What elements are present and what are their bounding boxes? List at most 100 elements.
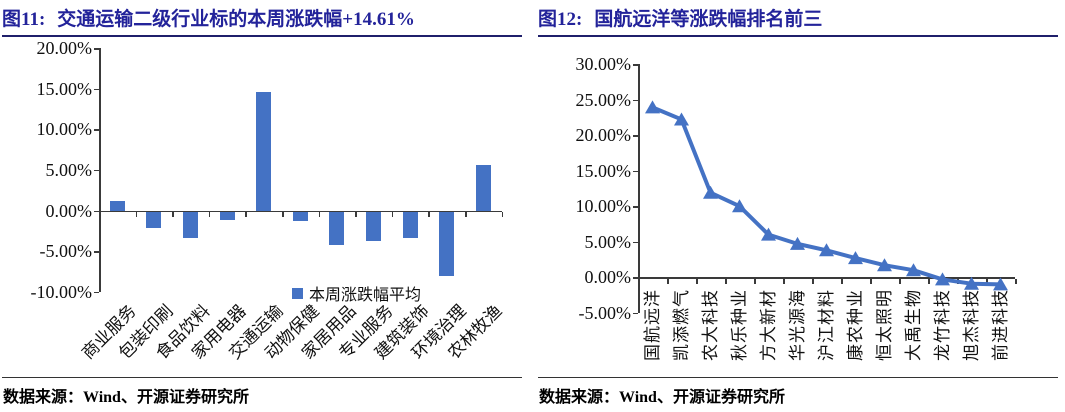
x-axis-tick bbox=[245, 212, 247, 218]
y-axis-tick-label: -5.00% bbox=[39, 241, 93, 262]
x-axis-tick bbox=[870, 278, 872, 284]
triangle-marker-康农种业: 康农种业 2.70% bbox=[848, 251, 863, 265]
y-axis-tick bbox=[633, 277, 638, 279]
y-axis-tick-label: 5.00% bbox=[45, 159, 93, 180]
source-divider bbox=[538, 377, 1058, 378]
x-axis-tick bbox=[725, 278, 727, 284]
y-axis-tick-label: 10.00% bbox=[575, 196, 632, 217]
data-source-left: 数据来源：Wind、开源证券研究所 bbox=[3, 389, 249, 406]
triangle-marker-恒太照明: 恒太照明 1.70% bbox=[877, 258, 892, 272]
x-axis-tick bbox=[667, 278, 669, 284]
x-axis-tick bbox=[282, 212, 284, 218]
triangle-marker-龙竹科技: 龙竹科技 -0.30% bbox=[935, 272, 950, 286]
title-divider bbox=[538, 35, 1058, 37]
legend-label: 本周涨跌幅平均 bbox=[309, 287, 422, 304]
bar-农林牧渔 bbox=[475, 165, 491, 211]
y-axis-tick-label: 5.00% bbox=[584, 231, 632, 252]
x-axis-tick bbox=[99, 212, 101, 218]
x-axis-tick bbox=[355, 212, 357, 218]
figure-12-number: 图12: bbox=[538, 9, 583, 30]
figure-12-title-text: 国航远洋等涨跌幅排名前三 bbox=[594, 9, 823, 30]
legend-swatch-icon bbox=[292, 287, 303, 299]
y-axis-tick-label: 15.00% bbox=[36, 78, 93, 99]
x-axis-tick bbox=[1015, 278, 1017, 284]
x-axis-tick bbox=[986, 278, 988, 284]
triangle-marker-方大新材: 方大新材 6.00% bbox=[761, 227, 776, 241]
chart-legend: 本周涨跌幅平均 bbox=[292, 281, 421, 305]
y-axis-tick bbox=[633, 206, 638, 208]
triangle-marker-国航远洋: 国航远洋 23.90% bbox=[645, 100, 660, 114]
y-axis-tick-label: 10.00% bbox=[36, 119, 93, 140]
y-axis-tick bbox=[633, 99, 638, 102]
y-axis-tick-label: 20.00% bbox=[36, 38, 93, 58]
x-axis-label: 大禹生物 bbox=[903, 289, 923, 361]
y-axis-tick-label: -10.00% bbox=[30, 281, 93, 302]
y-axis-tick bbox=[633, 170, 638, 173]
x-axis-label: 方大新材 bbox=[758, 289, 778, 361]
y-axis-tick bbox=[633, 64, 638, 66]
x-axis-tick bbox=[928, 278, 930, 284]
figure-11-title: 图11: 交通运输二级行业标的本周涨跌幅+14.61% bbox=[2, 0, 522, 33]
x-axis-tick bbox=[841, 278, 843, 284]
triangle-marker-旭杰科技: 旭杰科技 -0.90% bbox=[964, 276, 979, 290]
y-axis-tick bbox=[633, 312, 638, 315]
y-axis-tick-label: 15.00% bbox=[575, 160, 632, 181]
x-axis-tick bbox=[638, 278, 640, 284]
figure-11-title-text: 交通运输二级行业标的本周涨跌幅+14.61% bbox=[57, 9, 415, 30]
y-axis-tick-label: 25.00% bbox=[575, 89, 632, 110]
y-axis-tick-label: 20.00% bbox=[575, 125, 632, 146]
bar-家用电器 bbox=[219, 212, 235, 221]
triangle-marker-沪江材料: 沪江材料 3.80% bbox=[819, 243, 834, 257]
bar-环境治理 bbox=[439, 212, 455, 276]
figure-11-panel: 图11: 交通运输二级行业标的本周涨跌幅+14.61% 20.00% 15.00% 1… bbox=[2, 0, 522, 407]
y-axis-tick-label: -5.00% bbox=[578, 302, 632, 323]
title-divider bbox=[2, 35, 522, 37]
data-source-right: 数据来源：Wind、开源证券研究所 bbox=[539, 389, 785, 406]
x-axis-label: 龙竹科技 bbox=[932, 289, 952, 361]
triangle-marker-凯添燃气: 凯添燃气 22.20% bbox=[674, 112, 689, 126]
x-axis-tick bbox=[783, 278, 785, 284]
x-axis-tick bbox=[501, 212, 504, 218]
y-axis-tick bbox=[94, 210, 99, 213]
x-axis-tick bbox=[754, 278, 756, 284]
bar-食品饮料 bbox=[183, 212, 198, 239]
y-axis-line bbox=[99, 48, 101, 292]
x-axis-label: 前进科技 bbox=[990, 289, 1010, 361]
y-axis-tick bbox=[94, 129, 99, 131]
bar-包装印刷 bbox=[146, 212, 162, 229]
x-axis-label: 沪江材料 bbox=[816, 289, 836, 361]
x-axis-label: 国航远洋 bbox=[642, 289, 662, 361]
x-axis-label: 华光源海 bbox=[787, 289, 807, 361]
x-axis-label: 农大科技 bbox=[700, 289, 720, 361]
x-axis-line bbox=[638, 277, 1015, 279]
x-axis-tick bbox=[428, 212, 430, 218]
bar-家居用品 bbox=[329, 212, 345, 245]
line-series-svg: 国航远洋 23.90% 凯添燃气 22.20% 农大科技 11.90% 秋乐种业 10… bbox=[645, 100, 1008, 291]
x-axis-label: 恒太照明 bbox=[874, 289, 894, 361]
y-axis-tick bbox=[94, 251, 99, 253]
triangle-marker-秋乐种业: 秋乐种业 10.00% bbox=[732, 199, 747, 213]
y-axis-tick bbox=[94, 88, 99, 91]
y-axis-tick bbox=[94, 169, 99, 172]
triangle-marker-农大科技: 农大科技 11.90% bbox=[703, 185, 718, 199]
y-axis-tick bbox=[633, 135, 638, 137]
y-axis-tick-label: 0.00% bbox=[45, 200, 93, 221]
triangle-marker-大禹生物: 大禹生物 1.00% bbox=[906, 263, 921, 277]
figure-12-panel: 图12: 国航远洋等涨跌幅排名前三 30.00% 25.00% 20.00% 15.00… bbox=[538, 0, 1058, 407]
x-axis-tick bbox=[135, 212, 138, 218]
bar-专业服务 bbox=[366, 212, 381, 242]
bar-动物保健 bbox=[292, 212, 308, 222]
industry-weekly-change-bar-chart: 20.00% 15.00% 10.00% 5.00% 0.00% -5.00% -10.00… bbox=[2, 37, 522, 377]
triangle-marker-华光源海: 华光源海 4.70% bbox=[790, 236, 805, 250]
x-axis-tick bbox=[318, 212, 321, 218]
x-axis-label: 旭杰科技 bbox=[961, 289, 981, 361]
y-axis-tick bbox=[94, 48, 99, 50]
x-axis-tick bbox=[391, 212, 394, 218]
bar-交通运输 bbox=[256, 91, 272, 211]
x-axis-tick bbox=[899, 278, 901, 284]
x-axis-tick bbox=[465, 212, 467, 218]
y-axis-tick-label: 0.00% bbox=[584, 267, 632, 288]
x-axis-tick bbox=[172, 212, 174, 218]
y-axis-tick-label: 30.00% bbox=[575, 54, 632, 74]
